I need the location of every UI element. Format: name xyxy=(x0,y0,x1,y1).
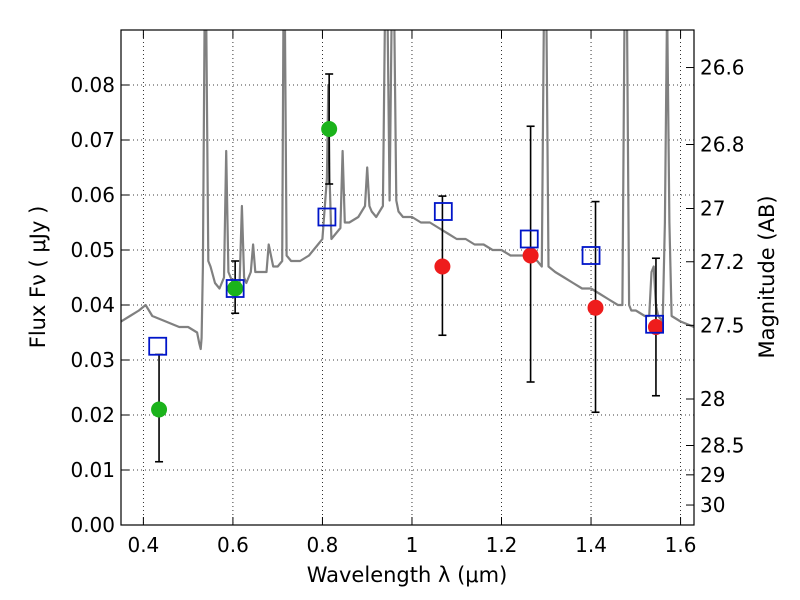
y-tick-label: 0.03 xyxy=(70,348,115,372)
y2-tick-label: 26.8 xyxy=(700,132,745,156)
observed-red-point xyxy=(522,247,539,264)
observed-green-point xyxy=(321,121,338,137)
x-tick-label: 0.8 xyxy=(307,533,339,557)
y2-axis-label: Magnitude (AB) xyxy=(755,195,779,358)
y-tick-label: 0.08 xyxy=(70,73,115,97)
observed-green-point xyxy=(151,401,168,418)
y2-tick-label: 26.6 xyxy=(700,56,745,80)
tick-labels: 0.4 0.6 0.8 1 1.2 1.4 1.6 0.00 0.01 0.02 0.03 0.04 0… xyxy=(70,56,744,557)
observed-red-point xyxy=(434,258,451,275)
model-bandpass-square xyxy=(317,207,337,227)
y2-tick-label: 28.5 xyxy=(700,434,745,458)
model-bandpass-square xyxy=(225,279,245,298)
y-tick-label: 0.02 xyxy=(70,403,115,427)
y2-tick-label: 30 xyxy=(700,493,725,517)
x-tick-label: 1.2 xyxy=(486,533,518,557)
y2-tick-label: 28 xyxy=(700,387,725,411)
observed-red-point xyxy=(587,299,604,316)
y-tick-label: 0.06 xyxy=(70,183,115,207)
x-tick-label: 1.6 xyxy=(665,533,697,557)
model-bandpass-square xyxy=(645,314,665,334)
data-marker-layer xyxy=(148,73,665,463)
y2-tick-label: 27.2 xyxy=(700,250,745,274)
observed-green-point xyxy=(227,280,244,297)
y-tick-label: 0.01 xyxy=(70,458,115,482)
x-tick-label: 1 xyxy=(406,533,419,557)
y-axis-label: Flux Fν ( μJy ) xyxy=(26,206,50,349)
tick-marks xyxy=(121,30,694,526)
model-bandpass-square xyxy=(581,246,601,265)
y-tick-label: 0.07 xyxy=(70,128,115,152)
x-tick-label: 0.4 xyxy=(127,533,159,557)
y-tick-label: 0.04 xyxy=(70,293,115,317)
model-spectrum-line xyxy=(121,30,694,351)
model-bandpass-square xyxy=(519,229,539,249)
y-tick-label: 0.00 xyxy=(70,513,115,537)
y2-tick-label: 27 xyxy=(700,197,725,221)
x-tick-label: 0.6 xyxy=(217,533,249,557)
x-tick-label: 1.4 xyxy=(575,533,607,557)
grid-lines xyxy=(121,30,694,526)
y-tick-label: 0.05 xyxy=(70,238,115,262)
y2-tick-label: 29 xyxy=(700,463,725,487)
model-bandpass-square xyxy=(148,336,168,356)
y2-tick-label: 27.5 xyxy=(700,313,745,337)
model-bandpass-square xyxy=(433,202,453,221)
model-spectrum-layer xyxy=(121,30,694,351)
x-axis-label: Wavelength λ (μm) xyxy=(307,563,508,587)
plot-frame xyxy=(120,29,695,526)
